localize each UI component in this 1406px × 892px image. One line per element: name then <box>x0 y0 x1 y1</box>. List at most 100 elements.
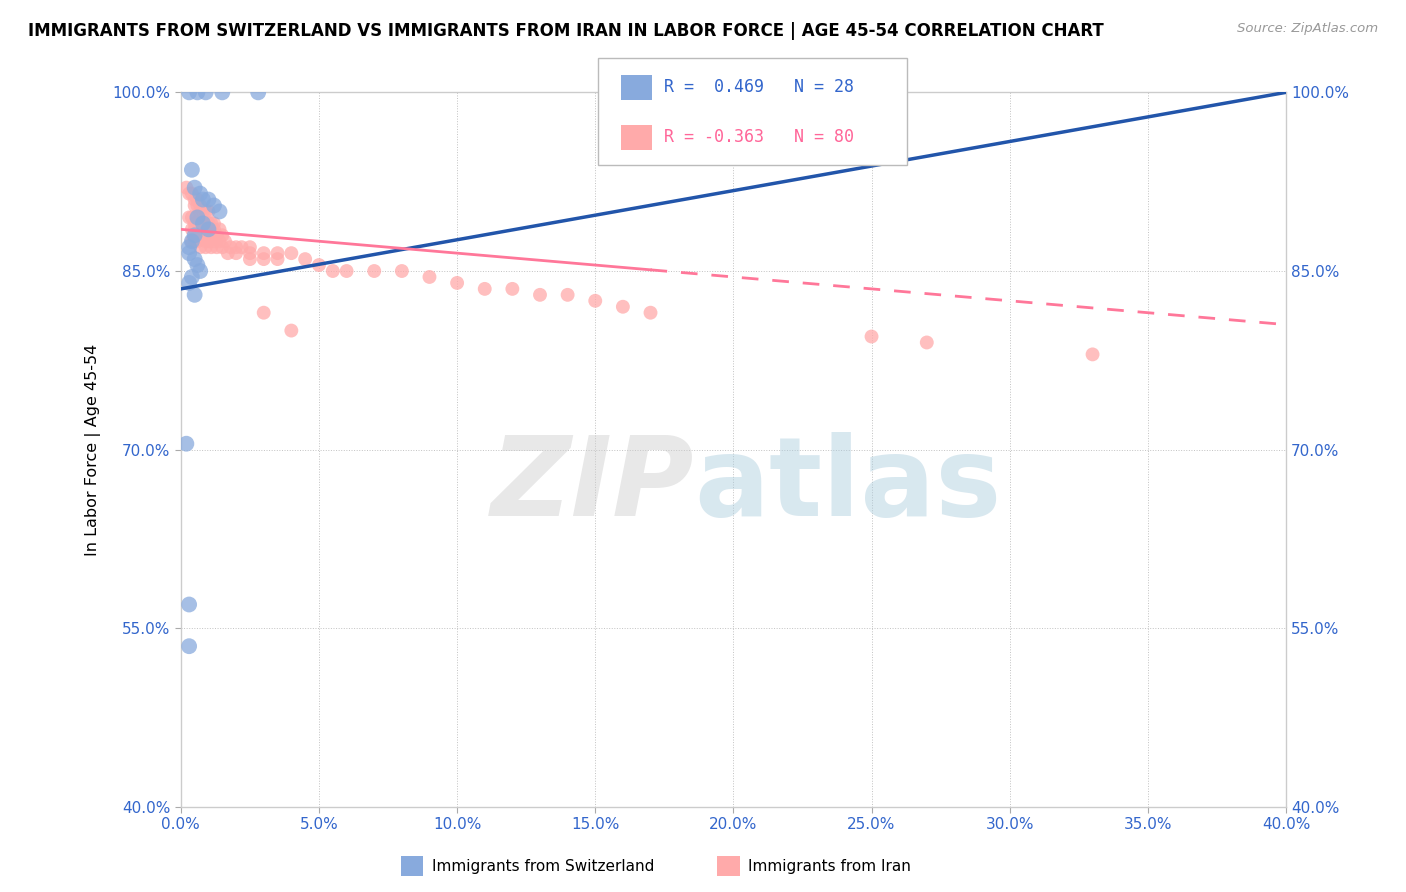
Point <box>202 222 225 236</box>
Point <box>557 288 579 302</box>
Point <box>418 270 440 285</box>
Point <box>183 252 205 266</box>
Point <box>308 258 330 272</box>
Point <box>266 246 288 260</box>
Point <box>336 264 359 278</box>
Point <box>179 240 201 254</box>
Point <box>208 234 231 248</box>
Point <box>191 228 214 243</box>
Point <box>180 222 202 236</box>
Point <box>205 228 228 243</box>
Point <box>186 216 208 230</box>
Point <box>253 246 276 260</box>
Text: ZIP: ZIP <box>491 432 695 539</box>
Point <box>194 240 217 254</box>
Text: R =  0.469   N = 28: R = 0.469 N = 28 <box>664 78 853 96</box>
Point <box>176 436 198 450</box>
Point <box>194 234 217 248</box>
Point <box>191 216 214 230</box>
Point <box>191 193 214 207</box>
Point <box>860 329 883 343</box>
Point <box>266 252 288 266</box>
Text: atlas: atlas <box>695 432 1002 539</box>
Point <box>391 264 413 278</box>
Point <box>280 324 302 338</box>
Point <box>583 293 606 308</box>
Y-axis label: In Labor Force | Age 45-54: In Labor Force | Age 45-54 <box>86 343 101 556</box>
Point <box>202 234 225 248</box>
Point <box>179 276 201 290</box>
Point <box>197 216 219 230</box>
Point <box>640 306 662 320</box>
Point <box>180 186 202 201</box>
Point <box>294 252 316 266</box>
Point <box>191 216 214 230</box>
Point <box>188 186 211 201</box>
Point <box>183 234 205 248</box>
Point <box>183 193 205 207</box>
Point <box>186 86 208 100</box>
Point <box>180 234 202 248</box>
Point <box>253 252 276 266</box>
Point <box>176 180 198 194</box>
Point <box>194 86 217 100</box>
Point <box>529 288 551 302</box>
Point <box>915 335 938 350</box>
Point <box>197 222 219 236</box>
Point <box>186 211 208 225</box>
Point <box>197 204 219 219</box>
Text: Source: ZipAtlas.com: Source: ZipAtlas.com <box>1237 22 1378 36</box>
Point <box>186 228 208 243</box>
Point <box>208 222 231 236</box>
Point <box>208 204 231 219</box>
Point <box>186 198 208 212</box>
Point <box>205 240 228 254</box>
Point <box>202 198 225 212</box>
Point <box>188 222 211 236</box>
Point <box>247 86 270 100</box>
Point <box>188 198 211 212</box>
Point <box>202 216 225 230</box>
Point <box>211 86 233 100</box>
Point <box>446 276 468 290</box>
Point <box>179 186 201 201</box>
Point <box>200 228 222 243</box>
Point <box>188 204 211 219</box>
Point <box>219 240 242 254</box>
Text: IMMIGRANTS FROM SWITZERLAND VS IMMIGRANTS FROM IRAN IN LABOR FORCE | AGE 45-54 C: IMMIGRANTS FROM SWITZERLAND VS IMMIGRANT… <box>28 22 1104 40</box>
Point <box>179 86 201 100</box>
Point <box>194 204 217 219</box>
Point <box>197 234 219 248</box>
Point <box>186 234 208 248</box>
Point <box>179 246 201 260</box>
Point <box>239 246 262 260</box>
Point <box>180 270 202 285</box>
Text: Immigrants from Iran: Immigrants from Iran <box>748 859 911 873</box>
Point <box>188 240 211 254</box>
Point <box>188 264 211 278</box>
Point <box>612 300 634 314</box>
Point <box>197 222 219 236</box>
Point <box>179 211 201 225</box>
Point <box>186 193 208 207</box>
Point <box>225 246 247 260</box>
Point <box>180 162 202 177</box>
Point <box>363 264 385 278</box>
Point <box>180 234 202 248</box>
Text: Immigrants from Switzerland: Immigrants from Switzerland <box>432 859 654 873</box>
Point <box>186 258 208 272</box>
Point <box>211 240 233 254</box>
Point <box>197 193 219 207</box>
Point <box>183 288 205 302</box>
Point <box>200 216 222 230</box>
Point <box>183 216 205 230</box>
Point <box>214 234 236 248</box>
Point <box>188 228 211 243</box>
Point <box>211 228 233 243</box>
Point <box>200 240 222 254</box>
Point <box>239 240 262 254</box>
Point <box>183 222 205 236</box>
Point <box>183 198 205 212</box>
Point <box>183 180 205 194</box>
Point <box>239 252 262 266</box>
